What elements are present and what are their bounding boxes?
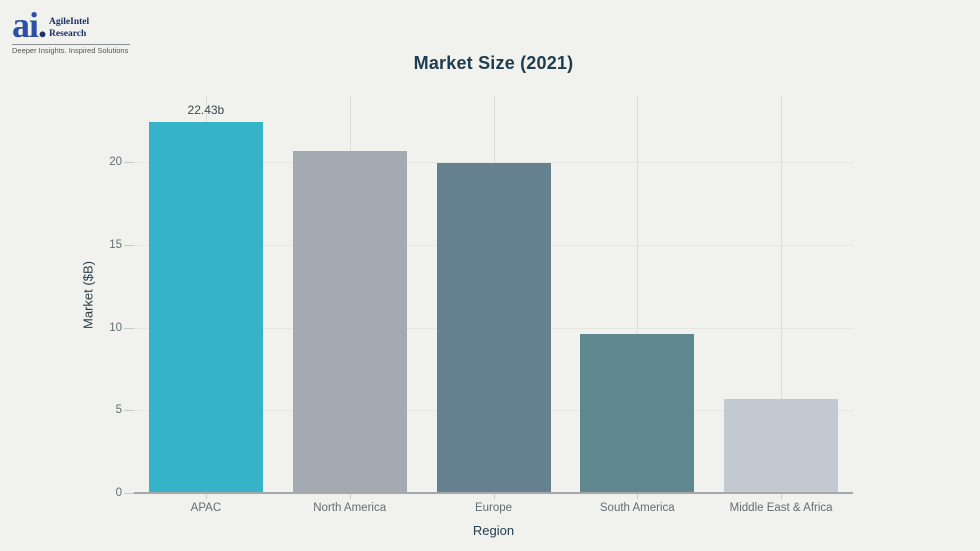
y-tick-label: 5 <box>115 404 122 417</box>
agileintel-logo[interactable]: ai. AgileIntel Research Deeper Insights.… <box>12 5 130 55</box>
x-axis-line <box>134 492 853 494</box>
bar-south-america <box>580 334 695 492</box>
logo-name-line2: Research <box>49 28 87 39</box>
y-tick-mark <box>124 410 134 412</box>
bar-middle-east-africa <box>724 398 839 492</box>
y-tick-mark <box>124 244 134 246</box>
bar-europe <box>436 162 551 492</box>
y-tick-label: 10 <box>109 321 122 334</box>
x-category-gridline <box>781 96 783 492</box>
x-tick-label: Europe <box>474 502 513 514</box>
logo-mark: ai. <box>12 5 47 45</box>
y-tick-label: 20 <box>109 156 122 169</box>
bar-north-america <box>292 150 407 492</box>
x-tick-label: North America <box>313 502 387 514</box>
chart-title: Market Size (2021) <box>413 53 574 73</box>
y-tick-mark <box>124 493 134 494</box>
bar-value-label: 22.43b <box>187 102 225 117</box>
x-axis-title: Region <box>472 523 515 538</box>
x-tick-label: South America <box>599 502 675 514</box>
x-category-gridline <box>637 96 639 492</box>
x-tick-mark <box>493 494 495 499</box>
logo-tagline: Deeper Insights. Inspired Solutions <box>12 44 130 55</box>
y-gridline <box>134 162 853 164</box>
logo-row: ai. AgileIntel Research <box>12 5 130 45</box>
x-tick-label: Middle East & Africa <box>729 502 833 514</box>
bar-apac <box>148 121 263 492</box>
logo-company-name: AgileIntel Research <box>49 17 89 41</box>
logo-name-line1: AgileIntel <box>49 17 90 27</box>
y-tick-label: 15 <box>109 238 122 251</box>
y-tick-mark <box>124 327 134 329</box>
logo-mark-text: ai <box>12 5 39 45</box>
logo-mark-dot: . <box>38 5 47 45</box>
x-tick-mark <box>637 494 639 499</box>
y-tick-label: 0 <box>115 487 122 499</box>
y-tick-mark <box>124 162 134 164</box>
x-tick-label: APAC <box>190 502 222 514</box>
x-tick-mark <box>205 494 207 499</box>
x-tick-mark <box>781 494 783 499</box>
y-axis-title: Market ($B) <box>80 261 96 329</box>
x-tick-mark <box>349 494 351 499</box>
